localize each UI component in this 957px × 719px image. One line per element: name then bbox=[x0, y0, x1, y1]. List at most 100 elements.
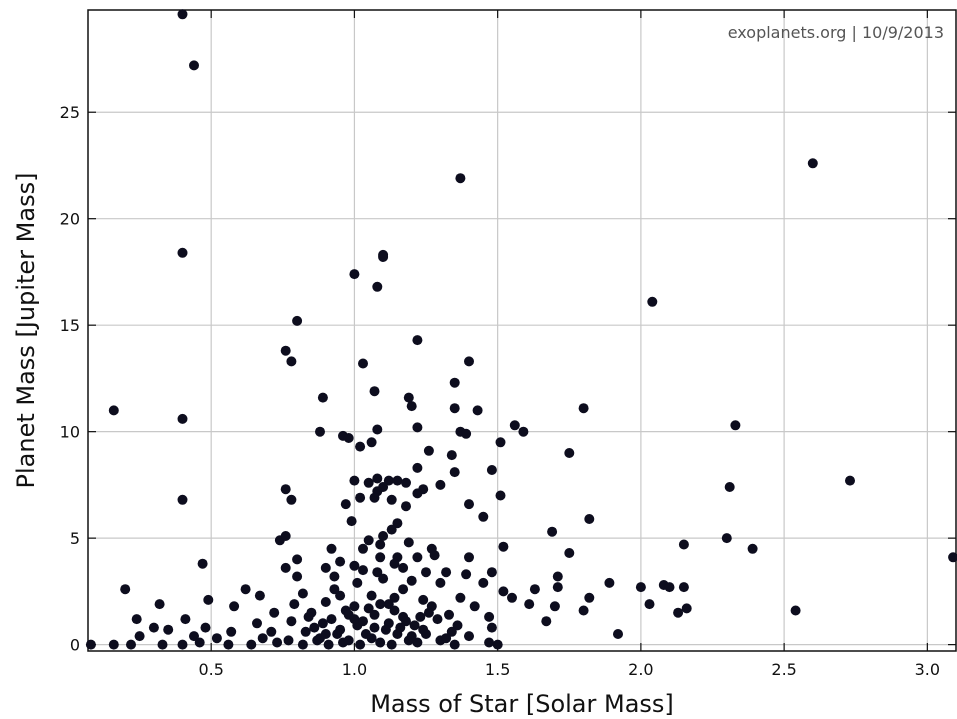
data-point bbox=[464, 356, 474, 367]
data-point bbox=[303, 611, 314, 622]
data-point bbox=[529, 584, 540, 595]
data-point bbox=[317, 392, 328, 403]
data-point bbox=[446, 626, 457, 637]
x-tick-label: 0.5 bbox=[198, 660, 223, 679]
data-point bbox=[412, 462, 423, 473]
data-point bbox=[564, 448, 575, 458]
data-point bbox=[363, 603, 374, 614]
data-point bbox=[747, 543, 758, 554]
source-annotation: exoplanets.org | 10/9/2013 bbox=[728, 23, 944, 42]
data-point bbox=[435, 479, 446, 490]
data-point bbox=[578, 605, 589, 616]
data-point bbox=[486, 622, 497, 633]
data-point bbox=[349, 601, 360, 612]
data-point bbox=[449, 639, 460, 650]
data-point bbox=[509, 420, 520, 431]
data-point bbox=[148, 622, 159, 633]
data-point bbox=[845, 475, 855, 486]
data-point bbox=[564, 548, 575, 558]
data-point bbox=[446, 450, 457, 461]
data-point bbox=[211, 633, 222, 644]
data-point bbox=[389, 605, 400, 616]
data-point bbox=[323, 639, 334, 650]
data-point bbox=[366, 633, 377, 644]
data-point bbox=[335, 624, 346, 635]
data-point bbox=[329, 571, 340, 582]
y-tick-label: 10 bbox=[60, 423, 80, 442]
data-point bbox=[340, 499, 351, 510]
data-point bbox=[289, 599, 300, 610]
data-point bbox=[478, 511, 489, 522]
data-point bbox=[398, 584, 409, 595]
data-point bbox=[369, 609, 380, 620]
data-point bbox=[366, 437, 377, 448]
data-point bbox=[613, 629, 623, 639]
y-tick-label: 15 bbox=[60, 316, 80, 335]
data-point bbox=[154, 599, 165, 610]
data-point bbox=[349, 269, 360, 280]
data-point bbox=[189, 631, 199, 642]
data-point bbox=[578, 403, 589, 414]
y-tick-label: 0 bbox=[70, 636, 80, 655]
data-point bbox=[948, 552, 957, 563]
data-point bbox=[349, 614, 360, 625]
data-point bbox=[177, 494, 188, 505]
data-point bbox=[673, 607, 684, 618]
data-point bbox=[180, 614, 191, 625]
data-point bbox=[418, 624, 429, 635]
data-point bbox=[163, 624, 174, 635]
data-point bbox=[678, 582, 689, 593]
data-point bbox=[380, 624, 391, 635]
data-point bbox=[461, 428, 472, 439]
data-point bbox=[343, 433, 354, 443]
data-point bbox=[421, 567, 431, 578]
data-point bbox=[389, 558, 400, 569]
data-point bbox=[280, 484, 291, 495]
data-point bbox=[355, 441, 366, 452]
data-point bbox=[392, 518, 403, 529]
data-point bbox=[315, 426, 325, 437]
data-point bbox=[790, 605, 801, 616]
data-point bbox=[108, 639, 119, 650]
data-point bbox=[406, 575, 417, 586]
data-point bbox=[375, 552, 386, 563]
data-point bbox=[403, 392, 414, 403]
data-point bbox=[429, 550, 440, 561]
data-point bbox=[807, 158, 818, 169]
data-point bbox=[194, 637, 205, 648]
data-point bbox=[320, 597, 331, 607]
data-point bbox=[246, 639, 257, 650]
data-point bbox=[401, 501, 411, 512]
data-point bbox=[85, 639, 96, 650]
data-point bbox=[412, 488, 423, 499]
data-point bbox=[455, 173, 466, 184]
data-point bbox=[366, 590, 377, 601]
data-point bbox=[358, 543, 368, 554]
data-point bbox=[444, 609, 454, 620]
data-point bbox=[286, 356, 297, 367]
data-point bbox=[108, 405, 119, 416]
data-point bbox=[584, 592, 595, 603]
data-point bbox=[297, 639, 308, 650]
data-point bbox=[495, 490, 506, 501]
data-point bbox=[464, 499, 474, 510]
y-tick-label: 20 bbox=[60, 210, 80, 229]
data-point bbox=[349, 560, 360, 571]
data-point bbox=[375, 539, 386, 550]
data-point bbox=[203, 594, 214, 605]
data-point bbox=[552, 582, 563, 593]
data-point bbox=[349, 475, 360, 486]
data-point bbox=[378, 531, 389, 541]
data-point bbox=[375, 599, 386, 610]
data-point bbox=[355, 639, 366, 650]
data-point bbox=[309, 622, 320, 633]
data-point bbox=[286, 616, 297, 627]
data-point bbox=[157, 639, 168, 650]
data-point bbox=[386, 524, 397, 535]
data-point bbox=[484, 611, 495, 622]
data-point bbox=[724, 482, 735, 492]
data-point bbox=[412, 552, 423, 563]
data-point bbox=[435, 577, 446, 588]
data-point bbox=[644, 599, 655, 610]
data-point bbox=[320, 629, 331, 639]
